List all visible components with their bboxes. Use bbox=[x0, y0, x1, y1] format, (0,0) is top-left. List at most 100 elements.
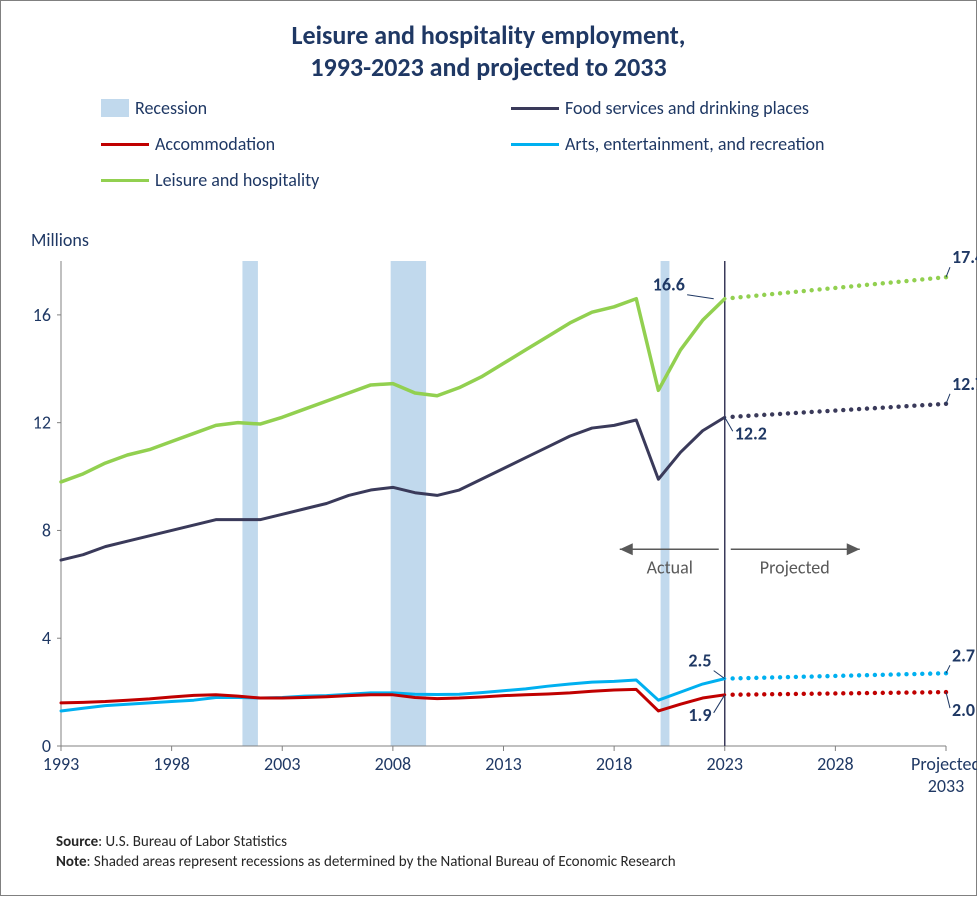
series-dot bbox=[754, 413, 758, 417]
series-dot bbox=[849, 407, 853, 411]
svg-text:Projected: Projected bbox=[911, 753, 977, 775]
series-dot bbox=[841, 285, 845, 289]
series-dot bbox=[770, 292, 774, 296]
series-dot bbox=[873, 282, 877, 286]
series-dot bbox=[770, 675, 774, 679]
series-dot bbox=[936, 276, 940, 280]
data-label: 12.7 bbox=[952, 373, 977, 395]
series-dot bbox=[825, 409, 829, 413]
svg-text:2013: 2013 bbox=[485, 753, 522, 775]
svg-text:Projected: Projected bbox=[760, 556, 830, 578]
series-dot bbox=[888, 691, 892, 695]
series-dot bbox=[817, 691, 821, 695]
series-dot bbox=[754, 676, 758, 680]
series-dot bbox=[809, 674, 813, 678]
series-dot bbox=[920, 672, 924, 676]
recession-band bbox=[391, 261, 426, 746]
series-dot bbox=[794, 411, 798, 415]
svg-text:1998: 1998 bbox=[153, 753, 190, 775]
series-dot bbox=[762, 692, 766, 696]
series-dot bbox=[873, 691, 877, 695]
series-dot bbox=[762, 675, 766, 679]
series-dot bbox=[817, 287, 821, 291]
series-dot bbox=[833, 408, 837, 412]
series-dot bbox=[928, 277, 932, 281]
svg-text:Actual: Actual bbox=[647, 556, 693, 578]
series-dot bbox=[825, 287, 829, 291]
svg-text:2028: 2028 bbox=[817, 753, 854, 775]
series-dot bbox=[888, 280, 892, 284]
series-dot bbox=[912, 404, 916, 408]
series-dot bbox=[865, 283, 869, 287]
series-dot bbox=[857, 691, 861, 695]
series-dot bbox=[809, 288, 813, 292]
svg-text:8: 8 bbox=[42, 519, 51, 541]
series-dot bbox=[794, 692, 798, 696]
series-dot bbox=[802, 692, 806, 696]
series-dot bbox=[841, 691, 845, 695]
series-dot bbox=[746, 692, 750, 696]
series-dot bbox=[896, 690, 900, 694]
series-dot bbox=[778, 412, 782, 416]
series-dot bbox=[825, 674, 829, 678]
source-note: Source: U.S. Bureau of Labor Statistics bbox=[56, 833, 287, 851]
series-dot bbox=[881, 691, 885, 695]
series-dot bbox=[746, 294, 750, 298]
series-dot bbox=[896, 404, 900, 408]
series-dot bbox=[841, 674, 845, 678]
series-dot bbox=[778, 291, 782, 295]
svg-text:12: 12 bbox=[33, 412, 51, 434]
series-dot bbox=[841, 408, 845, 412]
series-dot bbox=[730, 415, 734, 419]
series-dot bbox=[825, 691, 829, 695]
series-dot bbox=[794, 290, 798, 294]
series-dot bbox=[817, 409, 821, 413]
series-dot bbox=[794, 675, 798, 679]
series-dot bbox=[936, 402, 940, 406]
series-dot bbox=[928, 671, 932, 675]
series-dot bbox=[802, 289, 806, 293]
data-label: 12.2 bbox=[735, 422, 767, 444]
series-dot bbox=[888, 405, 892, 409]
series-dot bbox=[888, 672, 892, 676]
series-dot bbox=[849, 691, 853, 695]
recession-note: Note: Shaded areas represent recessions … bbox=[56, 853, 676, 871]
series-dot bbox=[928, 403, 932, 407]
series-dot bbox=[857, 407, 861, 411]
series-dot bbox=[896, 672, 900, 676]
series-dot bbox=[873, 406, 877, 410]
series-dot bbox=[802, 410, 806, 414]
series-dot bbox=[865, 691, 869, 695]
recession-band bbox=[242, 261, 257, 746]
series-dot bbox=[746, 676, 750, 680]
series-dot bbox=[762, 413, 766, 417]
series-dot bbox=[786, 675, 790, 679]
series-dot bbox=[912, 278, 916, 282]
series-dot bbox=[920, 690, 924, 694]
svg-text:2008: 2008 bbox=[375, 753, 412, 775]
series-dot bbox=[786, 290, 790, 294]
series-dot bbox=[881, 281, 885, 285]
series-dot bbox=[786, 692, 790, 696]
series-dot bbox=[865, 673, 869, 677]
series-dot bbox=[881, 405, 885, 409]
series-dot bbox=[738, 414, 742, 418]
series-dot bbox=[762, 293, 766, 297]
svg-text:2023: 2023 bbox=[707, 753, 744, 775]
series-dot bbox=[730, 676, 734, 680]
data-label: 1.9 bbox=[688, 704, 711, 726]
recession-band bbox=[661, 261, 670, 746]
series-dot bbox=[770, 692, 774, 696]
series-dot bbox=[865, 406, 869, 410]
series-dot bbox=[936, 690, 940, 694]
series-dot bbox=[778, 675, 782, 679]
series-dot bbox=[754, 692, 758, 696]
series-dot bbox=[809, 692, 813, 696]
series-dot bbox=[770, 412, 774, 416]
svg-text:16: 16 bbox=[33, 304, 51, 326]
series-dot bbox=[857, 283, 861, 287]
series-dot bbox=[920, 403, 924, 407]
series-dot bbox=[936, 671, 940, 675]
data-label: 2.5 bbox=[688, 650, 711, 672]
series-dot bbox=[730, 693, 734, 697]
